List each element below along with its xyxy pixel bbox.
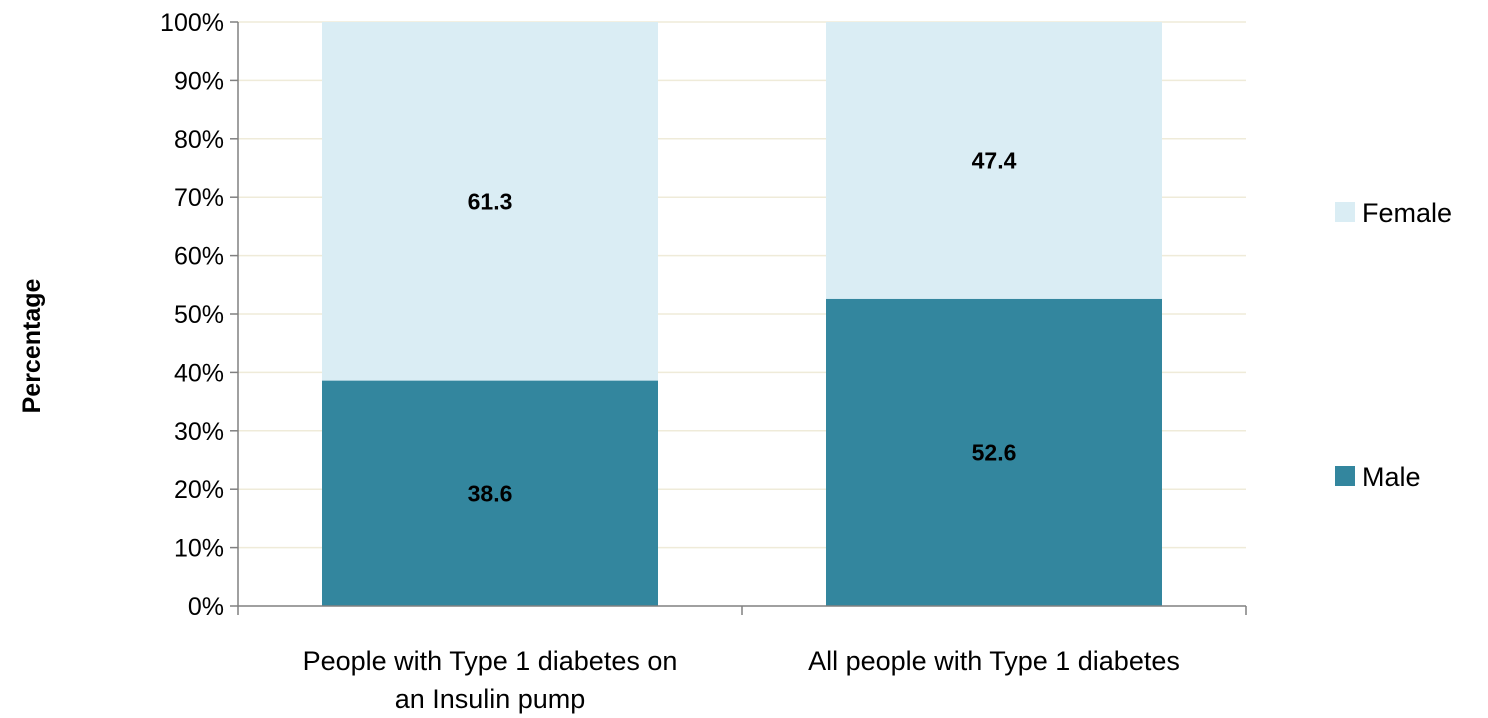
y-tick-label: 0% [188, 593, 224, 621]
y-tick-label: 60% [174, 243, 224, 271]
axes [230, 21, 1247, 615]
y-tick-label: 100% [160, 9, 224, 37]
data-label-male-0: 38.6 [468, 480, 513, 506]
bar-male-1 [826, 298, 1162, 606]
y-tick-label: 90% [174, 67, 224, 95]
y-tick-label: 40% [174, 359, 224, 387]
data-label-female-1: 47.4 [972, 147, 1017, 173]
data-label-male-1: 52.6 [972, 439, 1017, 465]
data-label-female-0: 61.3 [468, 188, 513, 214]
legend-label-female: Female [1362, 198, 1452, 228]
bar-female-1 [826, 22, 1162, 299]
y-tick-label: 80% [174, 126, 224, 154]
x-axis-category-labels: People with Type 1 diabetes on an Insulin… [303, 646, 1180, 714]
y-tick-label: 30% [174, 418, 224, 446]
legend: Female Male [1335, 198, 1452, 492]
y-axis-tick-labels: 0% 10% 20% 30% 40% 50% 60% 70% 80% 90% 100% [160, 9, 224, 621]
y-tick-label: 10% [174, 535, 224, 563]
y-tick-label: 70% [174, 184, 224, 212]
y-tick-label: 20% [174, 476, 224, 504]
x-category-label: All people with Type 1 diabetes [808, 646, 1180, 676]
legend-swatch-female [1335, 202, 1355, 222]
bar-female-0 [322, 22, 658, 381]
legend-label-male: Male [1362, 462, 1421, 492]
legend-swatch-male [1335, 466, 1355, 486]
data-labels: 38.6 61.3 52.6 47.4 [468, 147, 1017, 506]
bar-male-0 [322, 380, 658, 606]
y-axis-title: Percentage [18, 279, 46, 414]
y-tick-label: 50% [174, 301, 224, 329]
x-category-label: People with Type 1 diabetes on an Insulin… [303, 646, 678, 714]
bars [322, 22, 1162, 606]
